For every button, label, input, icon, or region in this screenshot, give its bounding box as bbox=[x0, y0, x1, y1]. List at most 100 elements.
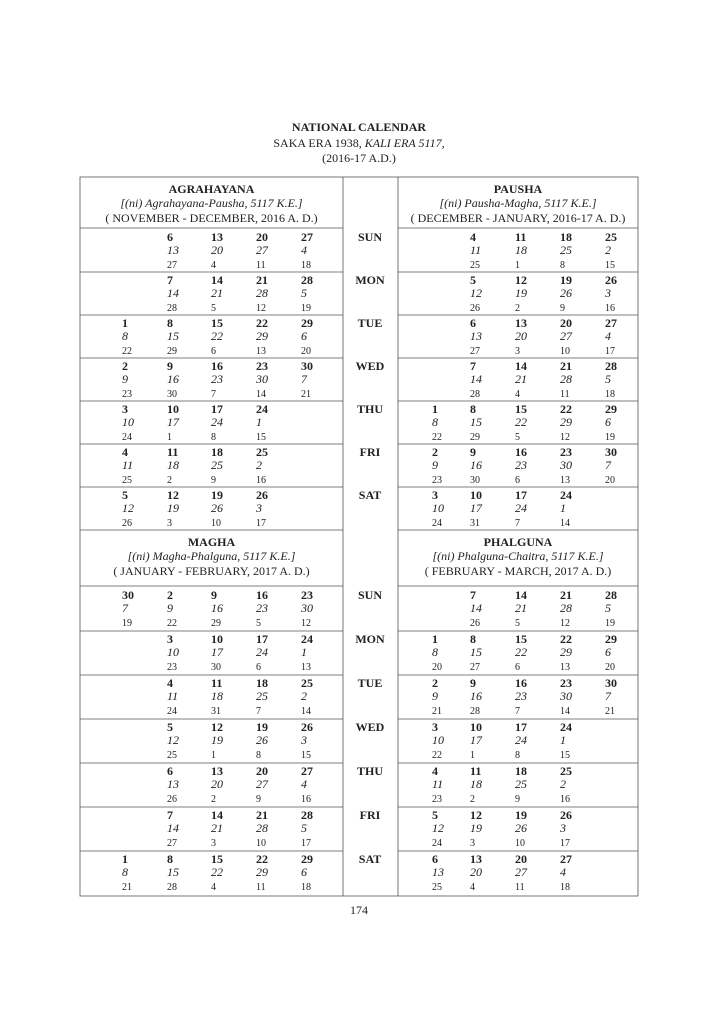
saka-date: 13 bbox=[470, 852, 482, 866]
weekday: FRI bbox=[360, 445, 381, 459]
saka-date: 29 bbox=[301, 852, 313, 866]
gregorian-date: 28 bbox=[470, 389, 480, 400]
saka-date: 14 bbox=[515, 359, 527, 373]
saka-date: 16 bbox=[256, 588, 268, 602]
saka-date-alt: 19 bbox=[167, 501, 179, 515]
gregorian-date: 3 bbox=[515, 346, 520, 357]
saka-date: 17 bbox=[256, 632, 268, 646]
saka-date: 19 bbox=[515, 808, 527, 822]
saka-date-alt: 30 bbox=[559, 458, 572, 472]
gregorian-date: 12 bbox=[301, 618, 311, 629]
weekday: THU bbox=[357, 402, 383, 416]
saka-date-alt: 4 bbox=[301, 777, 307, 791]
saka-date: 6 bbox=[432, 852, 438, 866]
month-name: MAGHA bbox=[188, 535, 236, 549]
gregorian-date: 2 bbox=[167, 475, 172, 486]
gregorian-date: 23 bbox=[432, 794, 442, 805]
saka-date-alt: 2 bbox=[560, 777, 566, 791]
gregorian-date: 16 bbox=[301, 794, 311, 805]
gregorian-date: 31 bbox=[211, 706, 221, 717]
saka-date-alt: 30 bbox=[255, 372, 268, 386]
saka-date-alt: 28 bbox=[256, 286, 268, 300]
gregorian-date: 5 bbox=[211, 303, 216, 314]
gregorian-date: 24 bbox=[432, 838, 442, 849]
gregorian-date: 6 bbox=[515, 475, 520, 486]
saka-date: 4 bbox=[167, 676, 173, 690]
gregorian-date: 23 bbox=[122, 389, 132, 400]
saka-date: 2 bbox=[432, 445, 438, 459]
month-name: AGRAHAYANA bbox=[169, 182, 255, 196]
saka-date: 5 bbox=[122, 488, 128, 502]
gregorian-date: 12 bbox=[256, 303, 266, 314]
saka-date-alt: 20 bbox=[211, 243, 223, 257]
gregorian-date: 17 bbox=[256, 518, 266, 529]
years: (2016-17 A.D.) bbox=[322, 151, 396, 165]
weekday: TUE bbox=[358, 676, 383, 690]
saka-date: 30 bbox=[122, 588, 134, 602]
gregorian-date: 3 bbox=[211, 838, 216, 849]
saka-date: 28 bbox=[605, 588, 617, 602]
saka-date: 7 bbox=[470, 359, 476, 373]
saka-date: 13 bbox=[515, 316, 527, 330]
gregorian-date: 12 bbox=[560, 618, 570, 629]
gregorian-date: 25 bbox=[167, 750, 177, 761]
saka-date-alt: 25 bbox=[515, 777, 527, 791]
saka-date: 22 bbox=[560, 632, 572, 646]
gregorian-date: 24 bbox=[122, 432, 132, 443]
saka-date: 10 bbox=[470, 720, 482, 734]
saka-date: 25 bbox=[256, 445, 268, 459]
saka-date: 16 bbox=[515, 445, 527, 459]
gregorian-date: 17 bbox=[605, 346, 615, 357]
saka-date-alt: 12 bbox=[470, 286, 482, 300]
saka-date-alt: 1 bbox=[560, 733, 566, 747]
saka-date: 10 bbox=[470, 488, 482, 502]
saka-date-alt: 24 bbox=[256, 645, 268, 659]
saka-date: 20 bbox=[560, 316, 572, 330]
saka-date: 15 bbox=[211, 316, 223, 330]
saka-date: 15 bbox=[211, 852, 223, 866]
saka-date: 2 bbox=[122, 359, 128, 373]
gregorian-date: 3 bbox=[470, 838, 475, 849]
saka-date-alt: 8 bbox=[432, 645, 438, 659]
gregorian-date: 6 bbox=[256, 662, 261, 673]
saka-date-alt: 9 bbox=[432, 689, 438, 703]
saka-date: 11 bbox=[211, 676, 222, 690]
saka-date: 5 bbox=[432, 808, 438, 822]
saka-date-alt: 27 bbox=[256, 777, 269, 791]
gregorian-date: 16 bbox=[605, 303, 615, 314]
saka-date: 7 bbox=[167, 273, 173, 287]
saka-date: 16 bbox=[515, 676, 527, 690]
saka-date-alt: 2 bbox=[605, 243, 611, 257]
saka-date-alt: 23 bbox=[515, 458, 527, 472]
gregorian-date: 21 bbox=[432, 706, 442, 717]
gregorian-date: 21 bbox=[122, 882, 132, 893]
gregorian-date: 15 bbox=[560, 750, 570, 761]
saka-date: 4 bbox=[432, 764, 438, 778]
gregorian-date: 27 bbox=[470, 346, 480, 357]
saka-date: 15 bbox=[515, 632, 527, 646]
saka-date-alt: 29 bbox=[256, 865, 268, 879]
saka-date-alt: 30 bbox=[300, 601, 313, 615]
gregorian-date: 7 bbox=[515, 706, 520, 717]
gregorian-date: 12 bbox=[560, 432, 570, 443]
saka-date: 2 bbox=[167, 588, 173, 602]
saka-date-alt: 16 bbox=[211, 601, 223, 615]
month-range: ( FEBRUARY - MARCH, 2017 A. D.) bbox=[425, 564, 612, 578]
saka-date-alt: 26 bbox=[560, 286, 572, 300]
saka-date-alt: 18 bbox=[515, 243, 527, 257]
gregorian-date: 4 bbox=[211, 260, 216, 271]
table-border bbox=[79, 176, 639, 897]
saka-date-alt: 10 bbox=[122, 415, 134, 429]
gregorian-date: 14 bbox=[256, 389, 266, 400]
gregorian-date: 22 bbox=[432, 432, 442, 443]
saka-date-alt: 26 bbox=[211, 501, 223, 515]
saka-date-alt: 17 bbox=[167, 415, 180, 429]
gregorian-date: 25 bbox=[470, 260, 480, 271]
saka-date-alt: 5 bbox=[605, 372, 611, 386]
saka-date: 29 bbox=[605, 632, 617, 646]
saka-date: 24 bbox=[560, 720, 572, 734]
saka-date: 27 bbox=[301, 764, 313, 778]
gregorian-date: 29 bbox=[470, 432, 480, 443]
saka-date: 7 bbox=[470, 588, 476, 602]
saka-date-alt: 22 bbox=[211, 329, 223, 343]
